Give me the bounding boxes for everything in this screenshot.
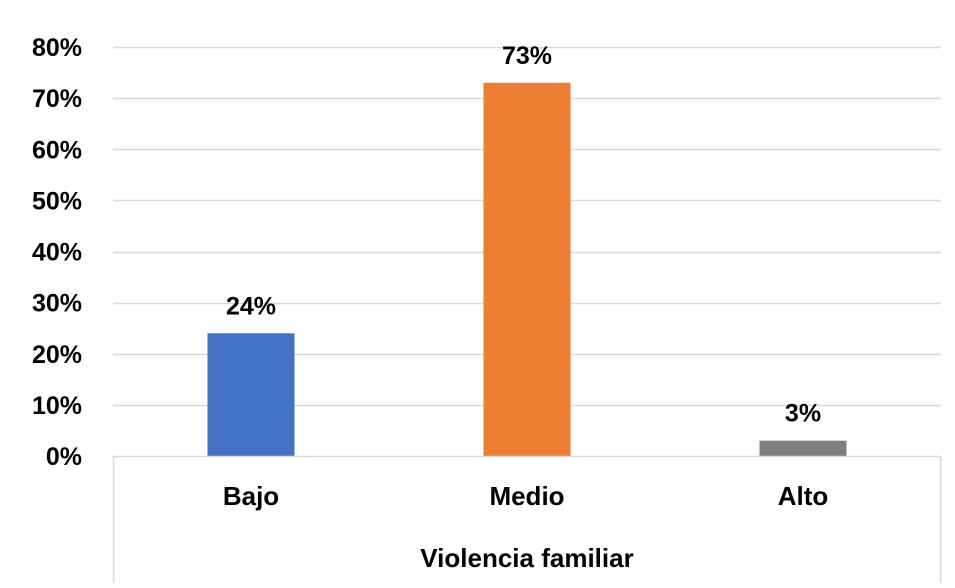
y-tick-label: 20%	[32, 341, 82, 369]
x-axis-category-labels: Bajo Medio Alto	[223, 481, 828, 511]
y-tick-label: 10%	[32, 392, 82, 420]
y-tick-label: 50%	[32, 187, 82, 215]
category-table	[112, 455, 942, 583]
y-tick-label: 70%	[32, 85, 82, 113]
y-tick-label: 40%	[32, 239, 82, 267]
data-label: 73%	[502, 42, 552, 70]
data-label: 3%	[785, 400, 821, 428]
bar	[483, 82, 571, 456]
y-tick-label: 0%	[46, 443, 82, 471]
x-category-label: Medio	[489, 481, 564, 511]
data-label: 24%	[226, 292, 276, 320]
data-labels: 24% 73% 3%	[226, 42, 821, 428]
x-axis-title: Violencia familiar	[420, 543, 633, 573]
y-tick-label: 60%	[32, 136, 82, 164]
x-category-label: Alto	[778, 481, 829, 511]
bars	[207, 82, 847, 456]
y-tick-label: 80%	[32, 34, 82, 62]
y-tick-label: 30%	[32, 290, 82, 318]
y-axis-tick-labels: 0% 10% 20% 30% 40% 50% 60% 70% 80%	[32, 34, 82, 471]
bar	[207, 333, 295, 456]
bar	[759, 440, 847, 456]
x-category-label: Bajo	[223, 481, 279, 511]
